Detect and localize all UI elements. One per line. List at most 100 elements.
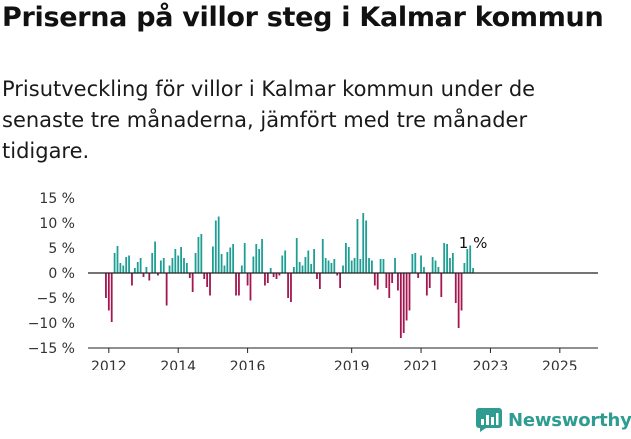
bar	[376, 273, 379, 290]
bar	[431, 257, 434, 273]
bar	[353, 258, 356, 273]
bar	[131, 273, 133, 286]
bar	[408, 273, 411, 311]
bar	[368, 258, 370, 273]
bar	[318, 273, 321, 289]
bar	[313, 249, 315, 273]
bar	[451, 253, 454, 273]
bar	[269, 268, 272, 273]
bar	[394, 258, 396, 273]
bar	[180, 247, 182, 273]
bar	[238, 273, 240, 296]
bar	[258, 249, 261, 273]
bar	[466, 249, 469, 273]
bar	[148, 273, 151, 281]
y-tick-label: −10 %	[28, 316, 75, 332]
bar	[342, 265, 344, 273]
bar	[290, 273, 292, 302]
bar	[209, 273, 211, 296]
bar	[226, 252, 229, 273]
bar	[133, 268, 136, 273]
bar	[388, 273, 391, 298]
bar	[397, 273, 399, 291]
bar	[460, 273, 463, 311]
brand-logo[interactable]: Newsworthy	[476, 408, 631, 432]
bar	[457, 273, 460, 328]
bar	[417, 273, 420, 278]
x-tick-label: 2016	[230, 359, 266, 370]
bar	[246, 273, 249, 286]
x-tick-label: 2021	[403, 359, 439, 370]
bar	[206, 273, 209, 287]
bar	[249, 273, 252, 301]
bar	[171, 258, 174, 273]
bar	[347, 247, 350, 273]
bar	[292, 267, 295, 273]
bar	[440, 273, 443, 297]
bar	[310, 264, 313, 273]
bar	[185, 263, 188, 273]
bar	[365, 220, 368, 273]
bar	[191, 273, 194, 292]
bar	[110, 273, 113, 322]
y-tick-label: 5 %	[48, 241, 75, 257]
bar	[165, 273, 168, 306]
bar	[159, 260, 162, 273]
bar	[385, 273, 388, 288]
bar	[449, 258, 451, 273]
y-tick-label: −15 %	[28, 341, 75, 357]
bar	[402, 273, 405, 333]
bar	[304, 257, 307, 273]
bar	[157, 273, 159, 276]
bar	[391, 273, 394, 283]
bar	[469, 245, 472, 273]
bar	[217, 216, 220, 273]
last-value-annotation: 1 %	[459, 234, 488, 252]
bar	[324, 258, 327, 273]
bar	[423, 267, 425, 273]
bar	[142, 273, 145, 277]
bar	[252, 256, 255, 273]
bar	[443, 243, 446, 273]
bar	[373, 273, 376, 286]
bar	[428, 273, 431, 288]
bar	[200, 234, 203, 273]
bar	[145, 267, 148, 273]
bar	[371, 260, 373, 273]
bar	[188, 273, 191, 278]
bar	[339, 273, 341, 288]
bar	[295, 238, 298, 273]
price-change-chart: 15 %10 %5 %0 %−5 %−10 %−15 % 2012 2014 201…	[28, 191, 598, 370]
bar	[472, 268, 474, 273]
bar	[281, 255, 284, 273]
bar	[321, 239, 324, 273]
bar	[136, 262, 139, 273]
bar	[414, 253, 417, 273]
bar	[382, 259, 385, 273]
y-tick-label: −5 %	[37, 291, 75, 307]
bar	[327, 260, 330, 273]
newsworthy-logo-icon	[476, 408, 502, 432]
bar	[220, 254, 223, 273]
bar	[116, 246, 119, 273]
bar	[139, 258, 142, 273]
bar	[235, 273, 237, 296]
bar	[229, 247, 232, 273]
x-tick-label: 2019	[334, 359, 370, 370]
x-tick-label: 2025	[542, 359, 578, 370]
bar	[356, 219, 359, 273]
x-tick-label: 2012	[91, 359, 127, 370]
bar	[105, 273, 107, 298]
bar	[420, 255, 422, 273]
bar	[298, 262, 301, 273]
bar	[345, 243, 347, 273]
bar	[212, 246, 214, 273]
bar	[113, 253, 116, 273]
bar	[266, 273, 269, 283]
bar	[336, 273, 339, 276]
bar	[359, 259, 362, 273]
y-tick-label: 15 %	[39, 191, 75, 207]
annotation-layer: 1 %	[459, 234, 488, 252]
bar	[128, 255, 130, 273]
bar	[350, 260, 353, 273]
